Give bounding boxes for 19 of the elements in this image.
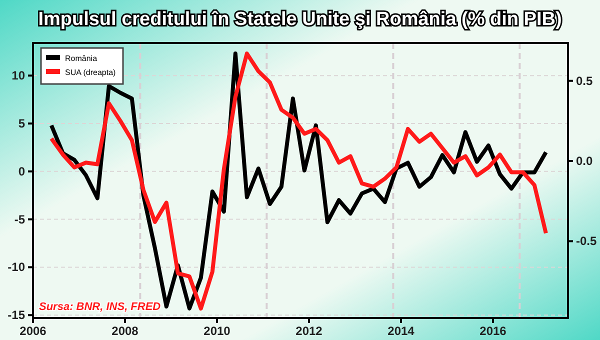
y-tick-label: 10 (12, 68, 26, 83)
y-tick-label: -5 (14, 212, 26, 226)
y-tick-label: 5 (18, 116, 26, 130)
y2-tick-label: 0.0 (576, 154, 594, 168)
y-tick-label: 0 (18, 164, 26, 178)
chart-title: Impulsul creditului în Statele Unite şi România (% din PIB) (38, 9, 562, 30)
x-tick-label: 2016 (480, 324, 507, 338)
x-tick-label: 2006 (20, 324, 47, 338)
y2-tick-label: 0.5 (576, 74, 594, 88)
x-tick-label: 2014 (388, 324, 415, 338)
annotation: Sursa: BNR, INS, FRED (39, 301, 161, 313)
x-tick-label: 2012 (296, 324, 323, 338)
legend-label: România (65, 54, 98, 63)
legend-label: SUA (dreapta) (65, 68, 116, 77)
y2-tick-label: -0.5 (576, 234, 598, 248)
y-tick-label: -15 (8, 308, 26, 322)
y-tick-label: -10 (8, 260, 26, 274)
x-tick-label: 2010 (204, 324, 231, 338)
x-tick-label: 2008 (112, 324, 139, 338)
